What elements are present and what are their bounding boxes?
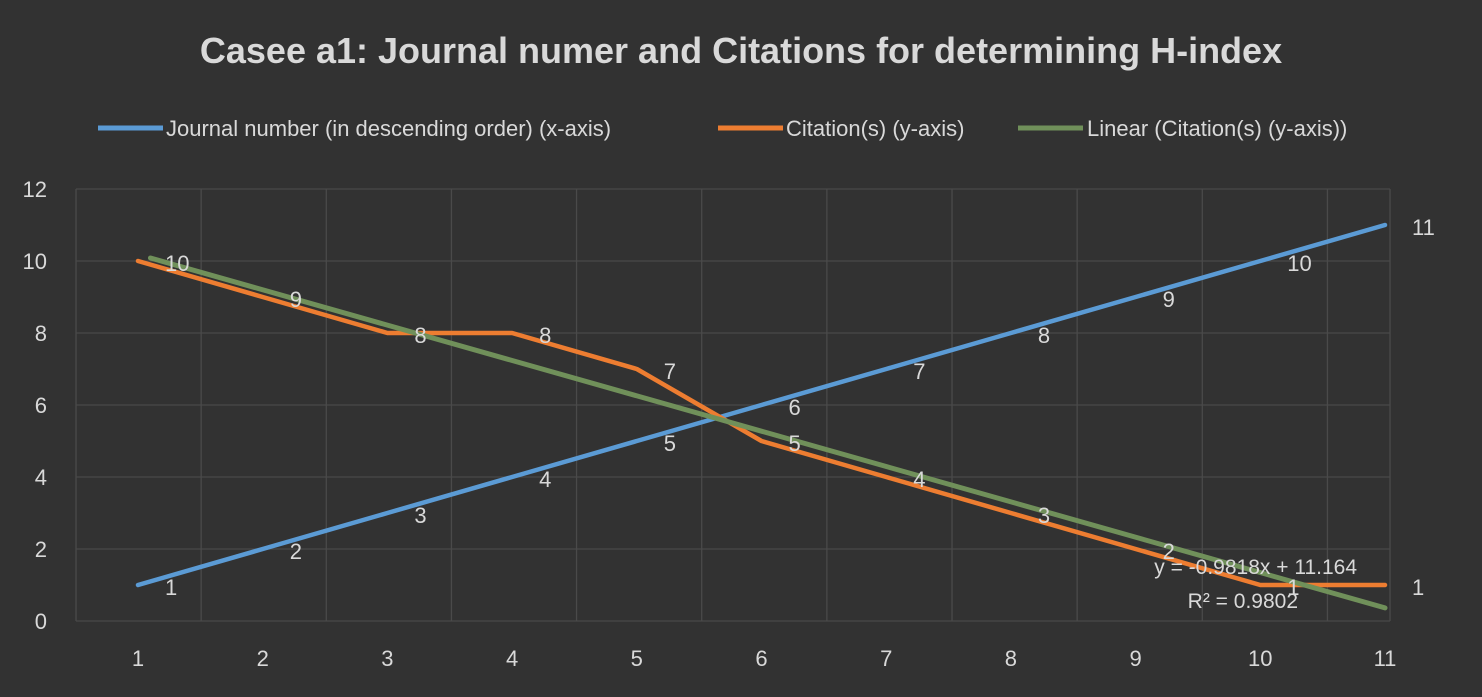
legend-label-journal-number: Journal number (in descending order) (x-…: [166, 116, 611, 141]
series-line-citations: [135, 258, 1388, 588]
data-label-journal-number: 10: [1287, 251, 1311, 276]
x-tick-label: 2: [257, 646, 269, 671]
data-label-journal-number: 11: [1412, 215, 1435, 240]
series-line-journal-number: [135, 222, 1388, 588]
data-label-journal-number: 9: [1163, 287, 1175, 312]
data-label-citations: 4: [913, 467, 925, 492]
y-tick-label: 6: [35, 393, 47, 418]
x-tick-label: 3: [381, 646, 393, 671]
data-label-citations: 1: [1412, 575, 1424, 600]
gridlines: [75, 188, 1391, 622]
data-label-journal-number: 3: [414, 503, 426, 528]
x-tick-label: 1: [132, 646, 144, 671]
series-line-linear-trendline: [147, 255, 1388, 611]
data-label-journal-number: 8: [1038, 323, 1050, 348]
data-label-journal-number: 4: [539, 467, 551, 492]
y-tick-label: 4: [35, 465, 47, 490]
chart-title: Casee a1: Journal numer and Citations fo…: [200, 30, 1282, 71]
data-label-journal-number: 1: [165, 575, 177, 600]
data-label-citations: 9: [290, 287, 302, 312]
x-tick-label: 6: [755, 646, 767, 671]
legend-label-linear-trendline: Linear (Citation(s) (y-axis)): [1087, 116, 1347, 141]
y-tick-label: 12: [23, 177, 47, 202]
x-tick-label: 7: [880, 646, 892, 671]
x-tick-label: 4: [506, 646, 518, 671]
data-label-journal-number: 2: [290, 539, 302, 564]
data-label-journal-number: 7: [913, 359, 925, 384]
data-label-citations: 1: [1287, 575, 1299, 600]
data-label-citations: 3: [1038, 503, 1050, 528]
data-label-citations: 8: [539, 323, 551, 348]
trendline-equation: y = -0.9818x + 11.164: [1154, 556, 1357, 579]
x-tick-label: 10: [1248, 646, 1272, 671]
data-label-citations: 5: [789, 431, 801, 456]
series-lines: [135, 222, 1388, 611]
data-label-citations: 10: [165, 251, 189, 276]
y-tick-label: 2: [35, 537, 47, 562]
data-label-citations: 8: [414, 323, 426, 348]
data-label-citations: 7: [664, 359, 676, 384]
x-tick-label: 11: [1374, 646, 1397, 671]
data-label-journal-number: 6: [789, 395, 801, 420]
legend: Journal number (in descending order) (x-…: [98, 116, 1347, 141]
y-tick-label: 8: [35, 321, 47, 346]
trendline-r-squared: R² = 0.9802: [1188, 590, 1298, 613]
data-label-citations: 2: [1163, 539, 1175, 564]
y-tick-label: 10: [23, 249, 47, 274]
data-label-journal-number: 5: [664, 431, 676, 456]
x-tick-label: 8: [1005, 646, 1017, 671]
x-tick-label: 9: [1129, 646, 1141, 671]
y-tick-label: 0: [35, 609, 47, 634]
x-tick-label: 5: [631, 646, 643, 671]
legend-label-citations: Citation(s) (y-axis): [786, 116, 964, 141]
